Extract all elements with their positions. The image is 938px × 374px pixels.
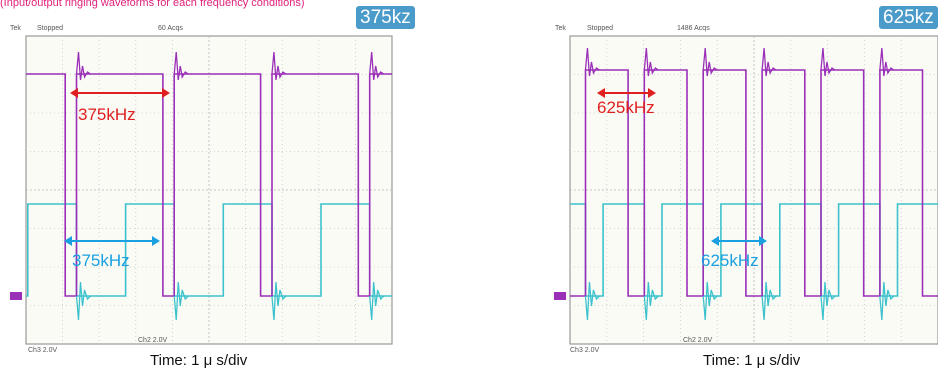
scope-grid [554, 35, 938, 345]
arrow-head-right [648, 88, 656, 98]
series-cyan-trace [570, 203, 938, 297]
arrow-head-right [759, 236, 767, 246]
scope-panel-375khz: Tek Stopped 60 Acqs 375kHz 375kHz Ch3 2.… [10, 6, 415, 369]
arrow-head-left [711, 236, 719, 246]
ringing-spike-purple [75, 51, 91, 81]
ringing-spike-purple [761, 47, 777, 77]
red-measure-arrow [70, 88, 170, 98]
ringing-spike-cyan [75, 281, 91, 321]
ringing-spike-purple [643, 47, 659, 77]
frequency-badge: 375kz [356, 6, 415, 29]
arrow-head-right [162, 88, 170, 98]
red-measure-label: 625kHz [597, 98, 655, 117]
ringing-spike-purple [820, 47, 836, 77]
ringing-spike-purple [173, 51, 189, 81]
red-measure-arrow [597, 88, 656, 98]
scope-footer-mid: Ch2 2.0V [683, 337, 713, 344]
scope-footer-left: Ch3 2.0V [570, 347, 600, 354]
ringing-spike-cyan [761, 281, 777, 321]
ringing-spike-cyan [879, 281, 895, 321]
scope-acqs: 60 Acqs [158, 25, 183, 32]
top-caption: (Input/output ringing waveforms for each… [0, 0, 305, 9]
ringing-spike-purple [369, 51, 385, 81]
ringing-spike-cyan [173, 281, 189, 321]
ringing-spike-purple [879, 47, 895, 77]
blue-measure-label: 375kHz [72, 251, 130, 270]
oscilloscope-screen: Tek Stopped 1486 Acqs 625kHz 625kHz Ch3 … [554, 25, 938, 354]
scope-footer-left: Ch3 2.0V [28, 347, 58, 354]
red-measure-label: 375kHz [78, 105, 136, 124]
arrow-head-left [70, 88, 78, 98]
measure-arrows [64, 88, 170, 246]
scope-traces [570, 47, 938, 321]
ringing-spike-cyan [820, 281, 836, 321]
ringing-spike-cyan [369, 281, 385, 321]
scope-grid [10, 35, 393, 345]
oscilloscope-screen: Tek Stopped 60 Acqs 375kHz 375kHz Ch3 2.… [10, 25, 393, 354]
scope-state: Stopped [587, 25, 613, 32]
ringing-spike-purple [271, 51, 287, 81]
ringing-spike-cyan [702, 281, 718, 321]
time-axis-label: Time: 1 μ s/div [703, 352, 801, 369]
scope-brand: Tek [10, 25, 21, 32]
blue-measure-arrow [711, 236, 767, 246]
scope-acqs: 1486 Acqs [677, 25, 710, 32]
series-purple-trace [570, 69, 938, 297]
series-purple-trace [26, 73, 392, 297]
arrow-head-right [152, 236, 160, 246]
measure-arrows [597, 88, 767, 246]
ringing-spike-cyan [643, 281, 659, 321]
arrow-head-left [64, 236, 72, 246]
scope-brand: Tek [555, 25, 566, 32]
series-cyan-trace [26, 203, 392, 297]
ground-marker-ch3 [10, 292, 22, 300]
time-axis-label: Time: 1 μ s/div [150, 352, 248, 369]
frequency-badge: 625kz [879, 6, 938, 29]
ringing-spike-cyan [271, 281, 287, 321]
scope-state: Stopped [37, 25, 63, 32]
arrow-head-left [597, 88, 605, 98]
ringing-spike-purple [584, 47, 600, 77]
blue-measure-arrow [64, 236, 160, 246]
ringing-spike-purple [702, 47, 718, 77]
blue-measure-label: 625kHz [701, 251, 759, 270]
ground-marker-ch3 [554, 292, 566, 300]
scope-panel-625khz: Tek Stopped 1486 Acqs 625kHz 625kHz Ch3 … [545, 0, 938, 374]
scope-traces [26, 51, 392, 321]
ringing-spike-cyan [584, 281, 600, 321]
scope-footer-mid: Ch2 2.0V [138, 337, 168, 344]
